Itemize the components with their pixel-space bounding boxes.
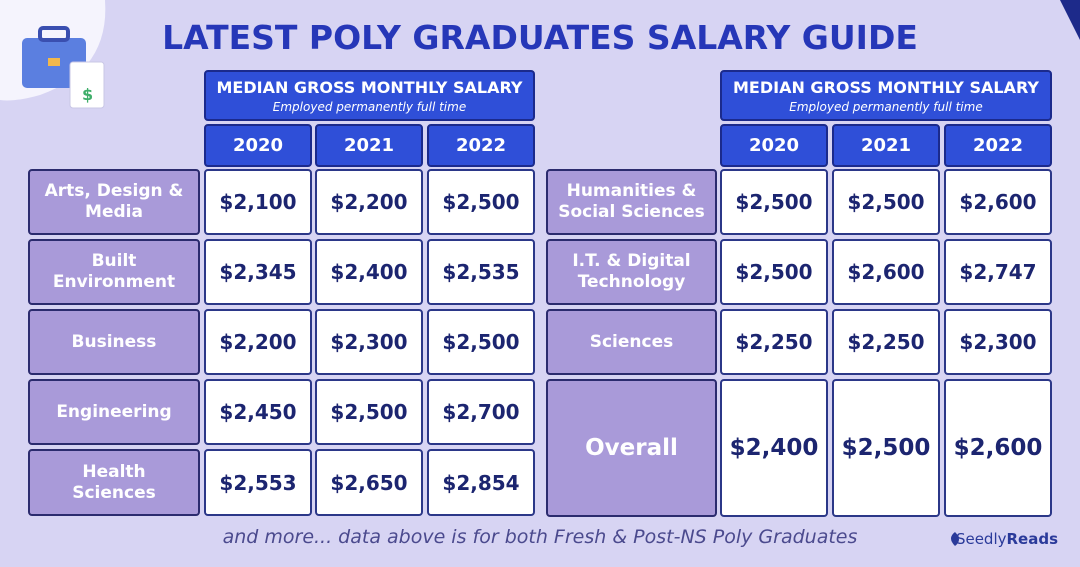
salary-cell: $2,450 xyxy=(204,379,312,445)
salary-cell: $2,400 xyxy=(720,379,828,517)
salary-cell: $2,400 xyxy=(315,239,423,305)
salary-cell: $2,300 xyxy=(944,309,1052,375)
brand: SeedlyReads xyxy=(956,530,1058,548)
row-label: Arts, Design & Media xyxy=(28,169,200,235)
salary-cell: $2,500 xyxy=(832,379,940,517)
salary-cell: $2,200 xyxy=(204,309,312,375)
header-title: MEDIAN GROSS MONTHLY SALARY xyxy=(216,77,523,97)
brand-name: Seedly xyxy=(955,530,1007,548)
salary-cell: $2,100 xyxy=(204,169,312,235)
table-header: MEDIAN GROSS MONTHLY SALARY Employed perm… xyxy=(204,70,535,121)
salary-cell: $2,345 xyxy=(204,239,312,305)
salary-cell: $2,535 xyxy=(427,239,535,305)
salary-cell: $2,700 xyxy=(427,379,535,445)
salary-cell: $2,500 xyxy=(720,239,828,305)
salary-cell: $2,500 xyxy=(720,169,828,235)
year-header: 2022 xyxy=(427,124,535,167)
salary-cell: $2,250 xyxy=(832,309,940,375)
row-label: Overall xyxy=(546,379,717,517)
salary-cell: $2,650 xyxy=(315,449,423,516)
brand-suffix: Reads xyxy=(1006,530,1058,548)
row-label: Sciences xyxy=(546,309,717,375)
row-label: Business xyxy=(28,309,200,375)
row-label: Built Environment xyxy=(28,239,200,305)
footer: and more... data above is for both Fresh… xyxy=(222,526,858,548)
row-label: I.T. & Digital Technology xyxy=(546,239,717,305)
salary-cell: $2,200 xyxy=(315,169,423,235)
year-header: 2021 xyxy=(315,124,423,167)
salary-cell: $2,300 xyxy=(315,309,423,375)
table-header: MEDIAN GROSS MONTHLY SALARY Employed perm… xyxy=(720,70,1052,121)
row-label: Humanities & Social Sciences xyxy=(546,169,717,235)
salary-cell: $2,250 xyxy=(720,309,828,375)
header-subtitle: Employed permanently full time xyxy=(789,99,983,114)
salary-cell: $2,854 xyxy=(427,449,535,516)
svg-text:$: $ xyxy=(82,85,93,104)
year-header: 2022 xyxy=(944,124,1052,167)
year-header: 2020 xyxy=(720,124,828,167)
title: LATEST POLY GRADUATES SALARY GUIDE xyxy=(162,18,918,57)
header-subtitle: Employed permanently full time xyxy=(272,99,467,114)
header-title: MEDIAN GROSS MONTHLY SALARY xyxy=(733,77,1039,97)
year-header: 2021 xyxy=(832,124,940,167)
salary-cell: $2,500 xyxy=(427,309,535,375)
salary-cell: $2,553 xyxy=(204,449,312,516)
salary-cell: $2,600 xyxy=(944,169,1052,235)
salary-cell: $2,500 xyxy=(832,169,940,235)
salary-cell: $2,500 xyxy=(315,379,423,445)
year-header: 2020 xyxy=(204,124,312,167)
salary-cell: $2,600 xyxy=(944,379,1052,517)
salary-cell: $2,600 xyxy=(832,239,940,305)
row-label: Engineering xyxy=(28,379,200,445)
row-label: Health Sciences xyxy=(28,449,200,516)
salary-cell: $2,747 xyxy=(944,239,1052,305)
salary-cell: $2,500 xyxy=(427,169,535,235)
